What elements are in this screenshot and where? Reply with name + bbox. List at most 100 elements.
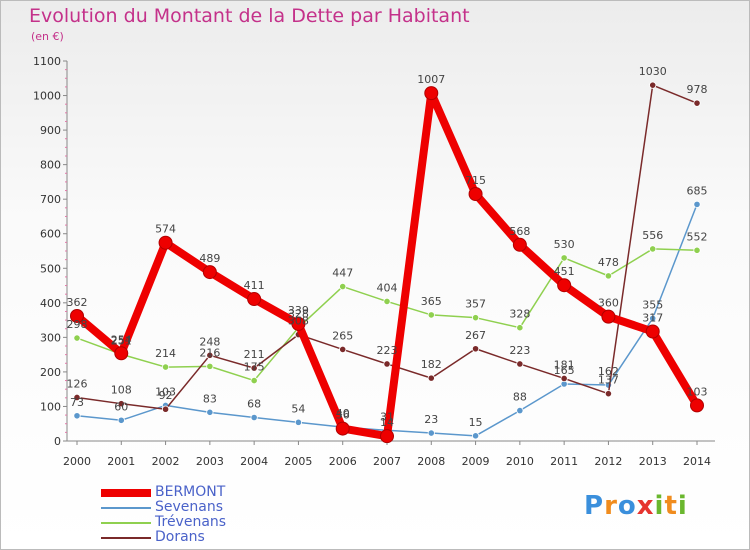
data-label: 126	[67, 377, 88, 390]
data-label: 182	[421, 358, 442, 371]
data-point	[250, 413, 258, 422]
data-point	[471, 314, 480, 322]
data-label: 23	[424, 413, 438, 426]
data-point	[206, 351, 214, 359]
legend-swatch-dorans	[101, 536, 151, 539]
data-label: 478	[598, 256, 619, 269]
data-point	[117, 416, 125, 424]
legend-label-dorans: Dorans	[155, 529, 205, 545]
data-point	[73, 412, 81, 420]
data-label: 88	[513, 391, 527, 404]
data-label: 254	[111, 333, 132, 346]
data-point	[291, 316, 306, 331]
data-point	[250, 364, 258, 372]
data-point	[250, 376, 258, 385]
x-tick-label: 2012	[594, 455, 622, 468]
data-label: 308	[288, 315, 309, 328]
legend-item-sevenans: Sevenans	[101, 500, 226, 515]
data-label: 73	[70, 396, 84, 409]
data-label: 15	[469, 416, 483, 429]
data-label: 404	[377, 281, 398, 294]
data-point	[161, 405, 170, 413]
data-point	[468, 187, 483, 201]
data-label: 447	[332, 267, 353, 280]
data-point	[601, 309, 616, 324]
data-point	[516, 360, 524, 368]
data-label: 175	[244, 361, 265, 374]
data-point	[649, 81, 657, 89]
x-tick-label: 2011	[550, 455, 578, 468]
data-label: 1007	[417, 73, 445, 86]
chart-subtitle: (en €)	[31, 30, 64, 43]
x-tick-label: 2003	[196, 455, 224, 468]
data-label: 216	[199, 346, 220, 359]
data-point	[693, 200, 701, 208]
y-tick-label: 700	[40, 193, 61, 206]
data-label: 223	[377, 344, 398, 357]
data-point	[471, 345, 480, 353]
data-point	[380, 429, 394, 444]
data-point	[206, 408, 214, 416]
y-tick-label: 400	[40, 297, 61, 310]
data-point	[693, 99, 701, 107]
data-point	[427, 311, 435, 319]
x-tick-label: 2005	[284, 455, 312, 468]
data-label: 60	[114, 400, 128, 413]
x-tick-label: 2002	[152, 455, 180, 468]
data-point	[294, 418, 303, 426]
data-label: 489	[199, 252, 220, 265]
legend-item-trevenans: Trévenans	[101, 515, 226, 530]
data-label: 1030	[639, 65, 667, 78]
data-label: 530	[554, 238, 575, 251]
data-point	[512, 237, 527, 252]
data-label: 108	[111, 384, 132, 397]
x-tick-label: 2006	[329, 455, 357, 468]
data-label: 103	[155, 385, 176, 398]
y-tick-label: 300	[40, 331, 61, 344]
data-label: 357	[465, 298, 486, 311]
legend-item-bermont: BERMONT	[101, 485, 226, 500]
data-point	[383, 297, 391, 306]
x-tick-label: 2014	[683, 455, 711, 468]
data-label: 40	[336, 407, 350, 420]
legend-label-sevenans: Sevenans	[155, 499, 224, 515]
data-point	[114, 346, 129, 361]
data-label: 248	[199, 335, 220, 348]
data-label: 328	[288, 308, 309, 321]
data-label: 267	[465, 329, 486, 342]
data-label: 362	[67, 296, 88, 309]
legend-label-bermont: BERMONT	[155, 484, 226, 500]
data-point	[516, 324, 524, 332]
data-label: 162	[598, 365, 619, 378]
data-label: 715	[465, 174, 486, 187]
data-label: 31	[380, 410, 394, 423]
data-point	[560, 374, 568, 383]
logo-letter: x	[636, 491, 655, 521]
data-label: 68	[247, 398, 261, 411]
data-label: 552	[687, 230, 708, 243]
y-tick-label: 500	[40, 262, 61, 275]
data-label: 360	[598, 297, 619, 310]
y-tick-label: 1100	[33, 55, 61, 68]
data-point	[649, 314, 657, 322]
data-point	[557, 278, 572, 293]
data-label: 355	[642, 298, 663, 311]
data-label: 574	[155, 223, 176, 236]
x-tick-label: 2010	[506, 455, 534, 468]
data-point	[560, 254, 568, 262]
x-tick-label: 2008	[417, 455, 445, 468]
data-point	[339, 282, 347, 291]
logo-letter: t	[664, 491, 678, 521]
data-label: 36	[336, 409, 350, 422]
data-label: 411	[244, 279, 265, 292]
data-point	[690, 398, 704, 413]
data-label: 83	[203, 392, 217, 405]
data-point	[471, 432, 480, 440]
data-label: 137	[598, 374, 619, 387]
data-point	[161, 363, 170, 371]
legend-item-dorans: Dorans	[101, 530, 226, 545]
data-point	[247, 292, 262, 307]
y-tick-label: 1000	[33, 90, 61, 103]
data-point	[70, 308, 84, 323]
